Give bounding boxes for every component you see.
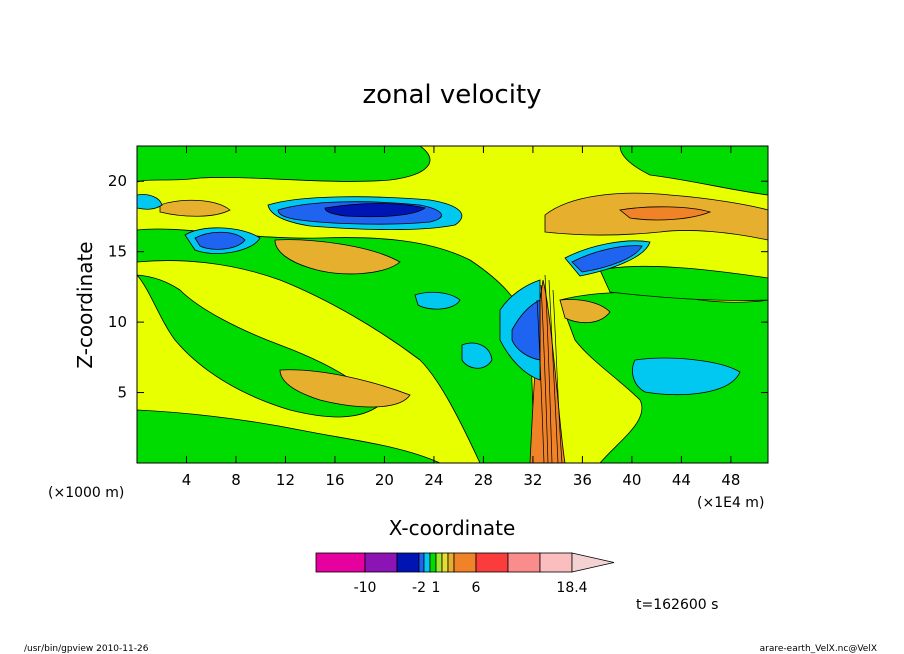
field-region-orange-left [159,199,231,217]
footer-right-info: arare-earth_VelX.nc@VelX [760,644,877,654]
x-tick-label: 24 [424,471,443,489]
field-region-cyan-rightlow [632,357,741,396]
field-region-cyan-topleft [137,194,163,210]
x-axis: 4 8 12 16 20 24 28 32 36 40 44 48 [182,146,740,489]
velocity-field [137,146,768,463]
field-region-blue-right [571,245,643,273]
colorbar-segment [418,552,425,573]
colorbar-segment [475,552,509,573]
field-region-orange-centerleft [274,239,401,275]
x-tick-label: 40 [622,471,641,489]
field-region-green-bottomleft [137,409,441,463]
colorbar-label: -10 [354,580,377,596]
x-tick-label: 36 [573,471,592,489]
field-region-green-mid [137,228,536,463]
colorbar-segment [396,552,420,573]
colorbar-segment [315,552,366,573]
x-tick-label: 48 [721,471,740,489]
field-region-darkblue-upper [324,203,426,218]
colorbar-arrow [571,552,615,573]
plot-frame [136,145,769,464]
x-tick-label: 28 [474,471,493,489]
x-tick-label: 20 [375,471,394,489]
x-axis-unit: (×1E4 m) [697,495,764,511]
field-region-cyan-midleft [414,291,461,310]
x-tick-label: 32 [523,471,542,489]
colorbar [315,552,615,573]
y-tick-label: 5 [117,384,127,402]
colorbar-label: 1 [432,580,441,596]
field-region-cyan-lowcenter [461,342,493,369]
field-region-orange-darkright [619,206,712,221]
x-tick-label: 16 [325,471,344,489]
colorbar-label: -2 [412,580,426,596]
colorbar-segment [435,552,443,573]
colorbar-segment [447,552,455,573]
time-label: t=162600 s [636,597,718,613]
x-axis-label: X-coordinate [389,516,516,540]
y-axis-label: Z-coordinate [73,241,97,368]
y-axis-unit: (×1000 m) [48,485,124,501]
footer-left-info: /usr/bin/gpview 2010-11-26 [24,644,149,654]
colorbar-labels: -10 -2 1 6 18.4 [354,580,588,596]
field-region-green-top [137,146,431,183]
y-tick-label: 15 [108,243,127,261]
field-region-green-upperright [599,265,768,301]
y-axis: 5 10 15 20 [108,172,768,402]
jet-contours [536,274,563,463]
field-region-blue-left [194,231,246,250]
field-region-green-topright [619,146,768,196]
colorbar-segment [441,552,449,573]
chart-title: zonal velocity [362,80,541,110]
colorbar-segment [453,552,477,573]
colorbar-label: 6 [472,580,481,596]
x-tick-label: 44 [672,471,691,489]
y-tick-label: 10 [108,313,127,331]
x-tick-label: 8 [231,471,241,489]
colorbar-segment [429,552,437,573]
colorbar-segment [539,552,573,573]
y-tick-label: 20 [108,172,127,190]
field-region-orange-mid [559,299,611,324]
colorbar-segment [423,552,431,573]
colorbar-segment [507,552,541,573]
colorbar-label: 18.4 [556,580,587,596]
x-tick-label: 4 [182,471,192,489]
colorbar-segment [364,552,398,573]
x-tick-label: 12 [276,471,295,489]
field-region-orange-low [279,369,411,408]
